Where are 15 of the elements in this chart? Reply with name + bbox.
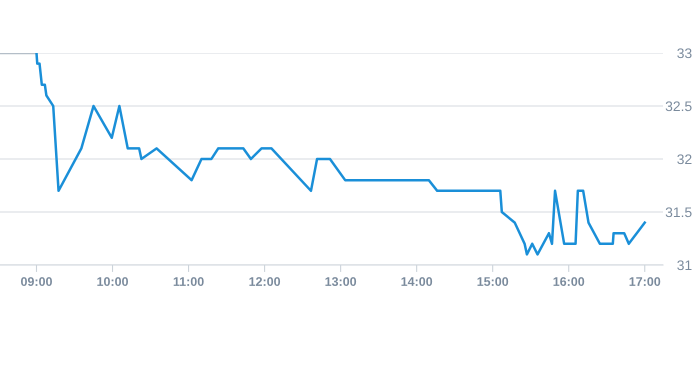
x-tick-label: 14:00: [401, 277, 432, 286]
x-tick-label: 11:00: [174, 277, 204, 286]
x-tick-label: 16:00: [554, 277, 584, 286]
line-series: [35, 53, 646, 256]
x-tick-label: 12:00: [249, 277, 280, 286]
x-tick-label: 15:00: [477, 277, 508, 286]
x-tick-label: 10:00: [97, 277, 128, 286]
y-tick-label: 31.5: [666, 207, 692, 218]
y-tick-label: 31: [677, 260, 692, 270]
y-tick-label: 32.5: [666, 101, 692, 112]
y-tick-label: 32: [677, 154, 692, 164]
x-tick-label: 17:00: [630, 277, 660, 286]
y-tick-label: 33: [677, 48, 692, 58]
x-tick-label: 09:00: [21, 277, 52, 286]
x-tick-label: 13:00: [325, 277, 356, 286]
